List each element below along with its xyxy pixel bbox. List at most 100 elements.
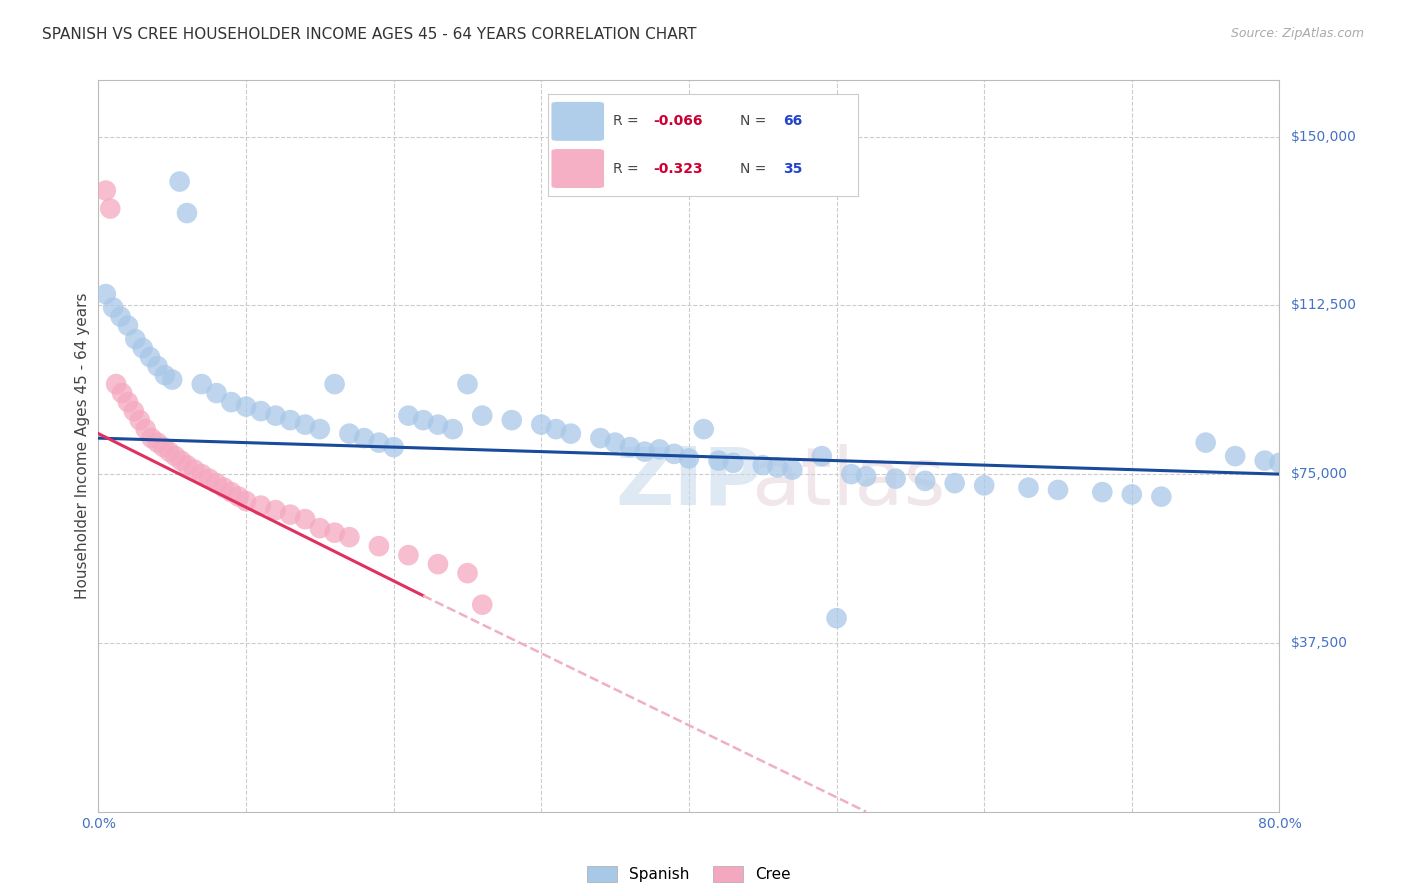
Point — [94, 287, 117, 301]
Point — [544, 422, 567, 436]
Point — [323, 525, 346, 540]
Point — [1150, 490, 1173, 504]
Point — [110, 310, 132, 324]
Point — [128, 413, 150, 427]
Point — [427, 417, 450, 432]
Text: SPANISH VS CREE HOUSEHOLDER INCOME AGES 45 - 64 YEARS CORRELATION CHART: SPANISH VS CREE HOUSEHOLDER INCOME AGES … — [42, 27, 697, 42]
Point — [122, 404, 145, 418]
Point — [157, 444, 180, 458]
Point — [309, 521, 332, 535]
Point — [471, 409, 494, 423]
Point — [264, 503, 287, 517]
Point — [914, 474, 936, 488]
Point — [264, 409, 287, 423]
Text: Source: ZipAtlas.com: Source: ZipAtlas.com — [1230, 27, 1364, 40]
Text: $37,500: $37,500 — [1291, 636, 1347, 650]
Point — [353, 431, 375, 445]
Point — [884, 472, 907, 486]
Point — [278, 413, 302, 427]
Point — [162, 373, 183, 387]
Point — [1195, 435, 1218, 450]
Point — [427, 557, 450, 571]
Point — [235, 494, 257, 508]
Point — [1046, 483, 1069, 497]
Text: N =: N = — [740, 161, 770, 176]
Point — [368, 435, 391, 450]
Point — [633, 444, 655, 458]
Point — [250, 404, 273, 418]
Point — [839, 467, 862, 482]
Point — [664, 447, 686, 461]
Point — [152, 440, 174, 454]
Text: $112,500: $112,500 — [1291, 298, 1357, 312]
Point — [619, 440, 641, 454]
Point — [471, 598, 494, 612]
Point — [176, 206, 198, 220]
Point — [146, 435, 169, 450]
Point — [589, 431, 612, 445]
Point — [456, 566, 478, 581]
Text: -0.323: -0.323 — [654, 161, 703, 176]
Text: -0.066: -0.066 — [654, 114, 703, 128]
Point — [1223, 449, 1246, 463]
Point — [219, 485, 242, 500]
Text: atlas: atlas — [751, 443, 946, 522]
Point — [176, 458, 198, 472]
Point — [456, 377, 478, 392]
Point — [825, 611, 848, 625]
Point — [1254, 453, 1277, 467]
Point — [766, 460, 789, 475]
Point — [153, 368, 176, 383]
Point — [605, 435, 627, 450]
Point — [530, 417, 553, 432]
Point — [139, 350, 162, 364]
Point — [212, 481, 235, 495]
Point — [810, 449, 832, 463]
Point — [368, 539, 391, 553]
Text: R =: R = — [613, 114, 644, 128]
Point — [294, 512, 316, 526]
Point — [782, 462, 804, 476]
Point — [124, 332, 146, 346]
Point — [382, 440, 405, 454]
Point — [105, 377, 128, 392]
Point — [309, 422, 332, 436]
Point — [235, 400, 257, 414]
Point — [198, 472, 221, 486]
Point — [94, 184, 117, 198]
Point — [117, 318, 139, 333]
Point — [1268, 456, 1291, 470]
Point — [973, 478, 995, 492]
Text: 35: 35 — [783, 161, 803, 176]
Point — [337, 426, 360, 441]
Point — [205, 386, 228, 401]
Point — [169, 175, 191, 189]
Point — [412, 413, 434, 427]
Point — [396, 548, 419, 562]
Point — [693, 422, 716, 436]
Point — [132, 341, 155, 355]
Point — [183, 462, 205, 476]
Point — [751, 458, 773, 472]
Y-axis label: Householder Income Ages 45 - 64 years: Householder Income Ages 45 - 64 years — [75, 293, 90, 599]
Point — [170, 453, 193, 467]
Text: ZIP: ZIP — [616, 443, 762, 522]
Point — [146, 359, 169, 373]
Point — [1091, 485, 1114, 500]
Point — [219, 395, 242, 409]
Point — [191, 467, 214, 482]
Point — [1121, 487, 1143, 501]
Point — [678, 451, 700, 466]
Point — [250, 499, 273, 513]
Point — [117, 395, 139, 409]
Point — [501, 413, 523, 427]
Point — [337, 530, 360, 544]
Point — [103, 301, 125, 315]
Point — [111, 386, 134, 401]
Point — [323, 377, 346, 392]
Legend: Spanish, Cree: Spanish, Cree — [581, 860, 797, 888]
Point — [707, 453, 730, 467]
Point — [278, 508, 302, 522]
Point — [441, 422, 464, 436]
FancyBboxPatch shape — [551, 149, 605, 188]
